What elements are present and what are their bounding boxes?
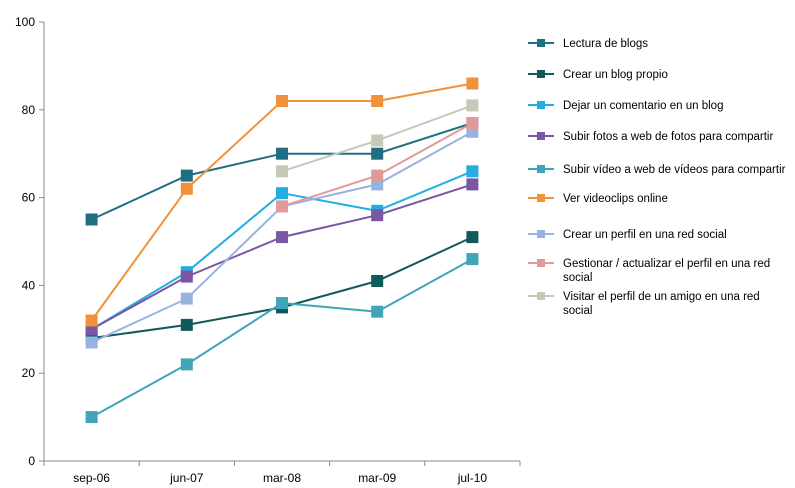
y-tick-label: 0 — [28, 454, 35, 468]
series-markers — [85, 77, 479, 424]
data-point-s2-5 — [466, 231, 479, 244]
legend-marker — [537, 39, 545, 47]
legend-item-6: Ver videoclips online — [528, 193, 668, 205]
series-lines — [90, 82, 473, 418]
series-line-5 — [91, 258, 473, 418]
data-point-s1-3 — [276, 147, 288, 160]
data-point-s2-2 — [180, 318, 193, 331]
legend-item-2: Crear un blog propio — [528, 69, 668, 81]
data-point-s9-3 — [276, 165, 288, 178]
data-point-s8-3 — [276, 200, 288, 213]
data-point-s6-4 — [371, 95, 384, 107]
data-point-s1-1 — [85, 213, 98, 226]
data-point-s3-5 — [466, 165, 479, 178]
legend-item-1: Lectura de blogs — [528, 38, 648, 50]
data-point-s6-2 — [180, 182, 193, 195]
data-point-s9-5 — [466, 99, 479, 112]
series-line-2 — [91, 236, 473, 340]
data-point-s5-4 — [371, 305, 384, 318]
data-point-s7-1 — [85, 336, 98, 349]
legend-item-9: Visitar el perfil de un amigo en una red… — [528, 291, 760, 317]
legend-marker — [537, 165, 545, 173]
data-point-s8-5 — [466, 117, 479, 129]
legend-marker — [537, 70, 545, 78]
legend-marker — [537, 132, 545, 140]
legend-item-5: Subir vídeo a web de vídeos para compart… — [528, 164, 786, 176]
x-tick-label: mar-09 — [358, 471, 396, 485]
axes: 0 20 40 60 80 100 sep-06 jun-07 mar-08 mar-09 jul-… — [15, 15, 521, 485]
legend-marker — [537, 230, 545, 238]
legend-marker — [537, 194, 545, 202]
legend-item-8: Gestionar / actualizar el perfil en una … — [528, 258, 770, 284]
legend-label: Ver videoclips online — [563, 193, 668, 205]
legend-label: Visitar el perfil de un amigo en una red… — [563, 291, 760, 317]
legend-label: Gestionar / actualizar el perfil en una … — [563, 258, 770, 284]
data-point-s4-5 — [466, 178, 479, 191]
legend-item-4: Subir fotos a web de fotos para comparti… — [528, 131, 773, 143]
x-tick-label: mar-08 — [263, 471, 301, 485]
data-point-s6-3 — [276, 95, 288, 107]
y-tick-label: 60 — [22, 191, 36, 205]
x-tick-label: jul-10 — [457, 471, 488, 485]
y-tick-label: 100 — [15, 15, 35, 29]
data-point-s9-4 — [371, 134, 384, 147]
y-tick-label: 40 — [22, 278, 36, 292]
legend-marker — [537, 101, 545, 109]
legend-marker — [537, 259, 545, 267]
data-point-s5-1 — [85, 411, 98, 424]
data-point-s5-3 — [276, 297, 288, 309]
legend-label: Subir fotos a web de fotos para comparti… — [563, 131, 773, 143]
x-tick-label: sep-06 — [73, 471, 110, 485]
data-point-s3-3 — [276, 187, 288, 200]
legend-item-3: Dejar un comentario en un blog — [528, 100, 723, 112]
data-point-s6-1 — [85, 314, 98, 327]
legend-marker — [537, 292, 545, 300]
x-tick-label: jun-07 — [169, 471, 204, 485]
legend-item-7: Crear un perfil en una red social — [528, 229, 727, 241]
data-point-s1-4 — [371, 147, 384, 160]
legend: Lectura de blogs Crear un blog propio Deja… — [528, 38, 786, 317]
data-point-s8-4 — [371, 169, 384, 182]
legend-label: Dejar un comentario en un blog — [563, 100, 723, 112]
y-tick-label: 80 — [22, 103, 36, 117]
data-point-s4-3 — [276, 231, 288, 244]
legend-label: Subir vídeo a web de vídeos para compart… — [563, 164, 786, 176]
data-point-s5-5 — [466, 253, 479, 266]
legend-label: Crear un perfil en una red social — [563, 229, 727, 241]
data-point-s1-2 — [180, 169, 193, 182]
data-point-s7-2 — [180, 292, 193, 305]
y-tick-label: 20 — [22, 366, 36, 380]
data-point-s4-4 — [371, 209, 384, 222]
legend-label: Lectura de blogs — [563, 38, 648, 50]
data-point-s5-2 — [180, 358, 193, 371]
data-point-s6-5 — [466, 77, 479, 90]
data-point-s4-2 — [180, 270, 193, 283]
data-point-s2-4 — [371, 275, 384, 287]
legend-label: Crear un blog propio — [563, 69, 668, 81]
